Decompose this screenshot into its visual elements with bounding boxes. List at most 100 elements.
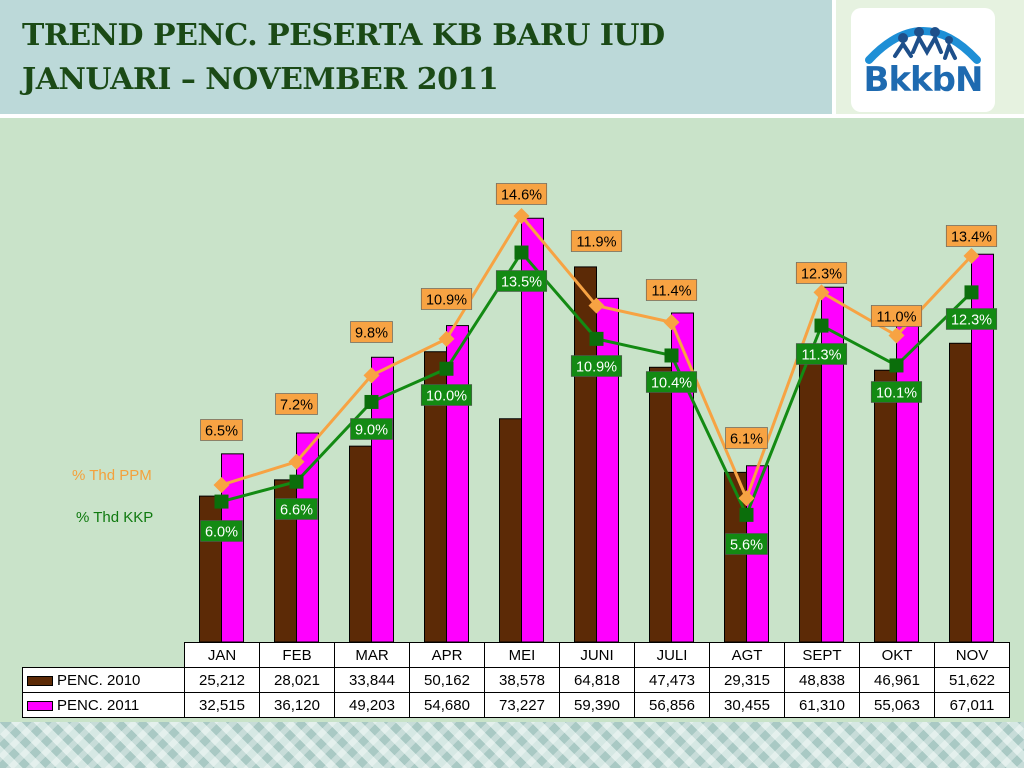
table-cell: 51,622 <box>934 667 1010 693</box>
data-label-kkp: 12.3% <box>951 313 992 329</box>
legend-label: PENC. 2011 <box>57 696 140 714</box>
data-label-ppm: 7.2% <box>280 398 313 414</box>
bar-2010 <box>649 366 672 643</box>
data-label-kkp: 6.6% <box>280 503 313 519</box>
point-kkp <box>214 494 229 509</box>
data-label-ppm-box <box>420 288 473 310</box>
bar-2010 <box>199 495 222 643</box>
table-header-row: JAN FEB MAR APR MEI JUNI JULI AGT SEPT OKT NOV <box>23 642 1010 668</box>
tick-label-x: AGT <box>709 642 785 668</box>
table-cell: 55,063 <box>859 692 935 718</box>
legend-swatch <box>27 675 53 686</box>
data-label-ppm-box <box>945 225 998 247</box>
data-label-kkp-box <box>495 270 548 292</box>
table-cell: 46,961 <box>859 667 935 693</box>
point-kkp <box>664 348 679 363</box>
data-label-ppm-box <box>795 262 848 284</box>
point-kkp <box>739 507 754 522</box>
point-kkp <box>814 318 829 333</box>
point-ppm <box>663 314 680 331</box>
data-label-ppm: 6.1% <box>730 432 763 448</box>
data-label-kkp-box <box>350 418 393 440</box>
tick-label-x: NOV <box>934 642 1010 668</box>
point-ppm <box>213 476 230 493</box>
tick-label-x: MAR <box>334 642 410 668</box>
bar-2010 <box>949 342 972 643</box>
data-label-kkp: 11.3% <box>801 348 841 364</box>
data-label-kkp-box <box>275 498 318 520</box>
tick-label-x: FEB <box>259 642 335 668</box>
point-kkp <box>439 361 454 376</box>
point-ppm <box>438 330 455 347</box>
data-label-ppm-box <box>645 279 698 301</box>
data-label-kkp: 5.6% <box>730 538 763 554</box>
data-label-ppm: 9.8% <box>355 326 388 342</box>
data-label-ppm: 11.0% <box>876 310 916 326</box>
data-label-kkp: 10.0% <box>426 389 467 405</box>
point-ppm <box>738 490 755 507</box>
data-label-ppm: 11.9% <box>576 235 616 251</box>
data-label-ppm-box <box>350 321 393 343</box>
logo-text: BkkbN <box>863 60 984 100</box>
tick-label-x: JUNI <box>559 642 635 668</box>
legend-kkp: % Thd KKP <box>76 509 154 526</box>
table-cell: 30,455 <box>709 692 785 718</box>
bar-2011 <box>821 286 844 643</box>
data-label-kkp-box <box>870 381 923 403</box>
title-line-1: TREND PENC. PESERTA KB BARU IUD <box>22 18 665 53</box>
table-cell: 67,011 <box>934 692 1010 718</box>
chart: 6.5% 7.2% 9.8% 10.9% 14.6% 11.9% 11.4% 6.1% 12.3… <box>199 183 998 643</box>
point-ppm <box>888 327 905 344</box>
table-row: PENC. 2011 32,515 36,120 49,203 54,680 73,227… <box>22 692 1010 718</box>
tick-label-x: MEI <box>484 642 560 668</box>
table-cell: 28,021 <box>259 667 335 693</box>
tick-label-x: JAN <box>184 642 260 668</box>
table-cell: 49,203 <box>334 692 410 718</box>
data-table: JAN FEB MAR APR MEI JUNI JULI AGT SEPT OKT NOV PENC… <box>22 642 1010 718</box>
legend-entry: PENC. 2010 <box>22 667 185 693</box>
legend-label: PENC. 2010 <box>57 671 141 689</box>
bar-2010 <box>499 418 522 643</box>
tick-label-x: APR <box>409 642 485 668</box>
data-label-ppm-box <box>275 393 318 415</box>
point-ppm <box>588 297 605 314</box>
table-cell: 64,818 <box>559 667 635 693</box>
point-ppm <box>513 208 530 224</box>
data-label-ppm: 11.4% <box>651 284 691 300</box>
title-line-2: JANUARI – NOVEMBER 2011 <box>22 62 499 97</box>
footer-pattern <box>0 722 1024 768</box>
title-bar: TREND PENC. PESERTA KB BARU IUD JANUARI … <box>0 0 832 114</box>
table-cell: 32,515 <box>184 692 260 718</box>
data-label-ppm-box <box>570 230 623 252</box>
tick-label-x: OKT <box>859 642 935 668</box>
bar-2010 <box>874 369 897 643</box>
bar-2010 <box>799 358 822 643</box>
table-cell: 33,844 <box>334 667 410 693</box>
table-corner <box>23 643 185 668</box>
point-ppm <box>963 247 980 264</box>
data-label-ppm-box <box>870 305 923 327</box>
logo <box>851 8 995 112</box>
data-label-kkp-box <box>945 308 998 330</box>
data-label-ppm: 10.9% <box>426 293 467 309</box>
point-kkp <box>589 331 604 346</box>
header: TREND PENC. PESERTA KB BARU IUD JANUARI … <box>0 0 1024 118</box>
point-ppm <box>288 453 305 470</box>
legend-swatch <box>27 700 53 711</box>
data-label-ppm-box <box>495 183 548 205</box>
data-label-kkp: 6.0% <box>205 525 238 541</box>
header-divider <box>0 114 1024 118</box>
footer-pattern-overlay <box>0 722 1024 768</box>
table-row: PENC. 2010 25,212 28,021 33,844 50,162 38,578… <box>22 667 1010 693</box>
point-kkp <box>514 245 529 260</box>
table-cell: 56,856 <box>634 692 710 718</box>
data-label-ppm-box <box>200 419 243 441</box>
point-kkp <box>289 474 304 489</box>
point-kkp <box>364 394 379 409</box>
data-label-kkp-box <box>570 355 623 377</box>
table-cell: 54,680 <box>409 692 485 718</box>
data-label-kkp: 10.1% <box>876 386 917 402</box>
data-label-kkp: 10.4% <box>651 376 692 392</box>
data-label-kkp-box <box>795 343 848 365</box>
bar-2011 <box>521 217 544 643</box>
